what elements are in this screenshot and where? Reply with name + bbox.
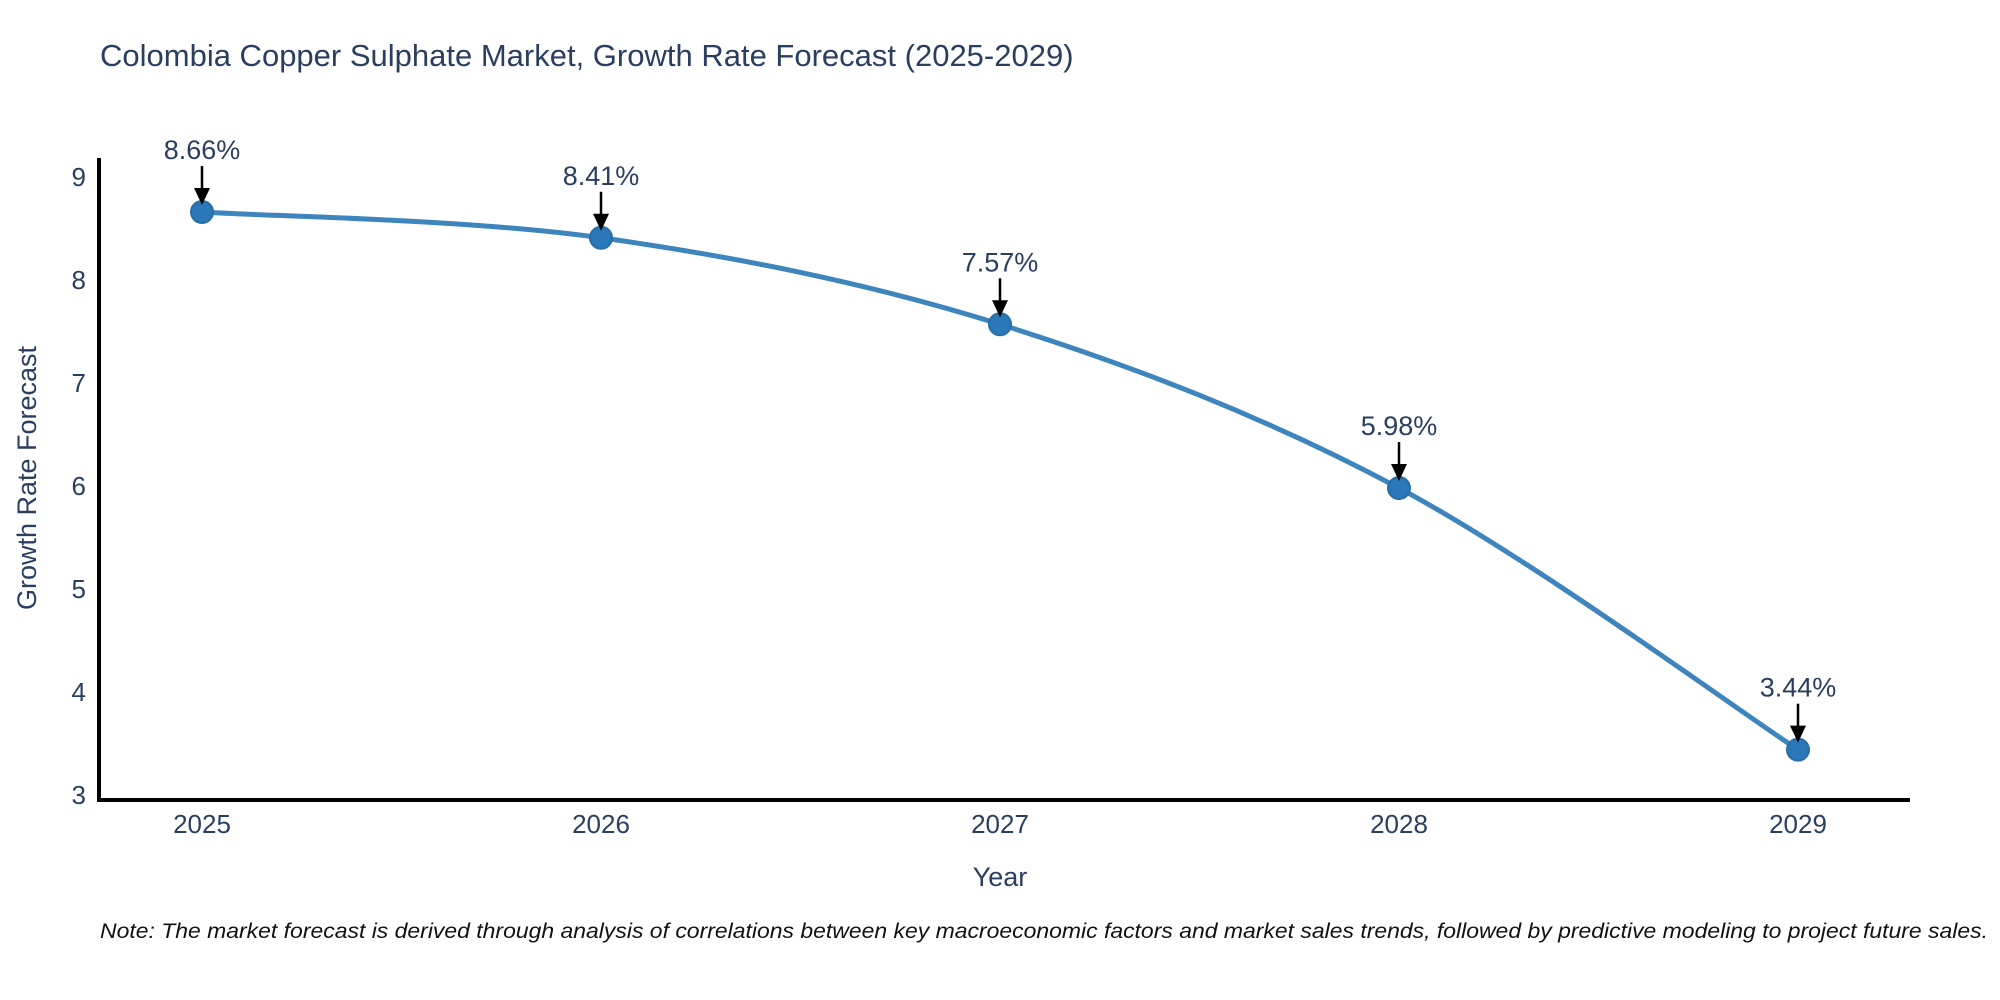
y-tick-label: 9 (72, 162, 86, 192)
annotation-arrowhead (593, 213, 609, 231)
data-point-label: 8.66% (164, 135, 241, 165)
x-axis-title: Year (973, 862, 1028, 892)
x-tick-label: 2026 (572, 809, 630, 839)
y-tick-label: 6 (72, 471, 86, 501)
annotation-arrowhead (1790, 725, 1806, 743)
annotation-arrowhead (194, 188, 210, 206)
plot-area: 3 4 5 6 7 8 9 2025 2026 2027 2028 2029 8.66% 8.41% 7.5… (72, 135, 1837, 839)
x-tick-label: 2028 (1370, 809, 1428, 839)
y-tick-label: 5 (72, 574, 86, 604)
y-tick-label: 8 (72, 265, 86, 295)
x-tick-label: 2025 (173, 809, 231, 839)
y-tick-label: 4 (72, 677, 86, 707)
x-tick-label: 2027 (971, 809, 1029, 839)
annotation-arrowhead (992, 300, 1008, 318)
chart-title: Colombia Copper Sulphate Market, Growth … (100, 38, 1074, 73)
footnote: Note: The market forecast is derived thr… (100, 920, 1988, 943)
data-point-label: 5.98% (1361, 411, 1438, 441)
y-axis-title: Growth Rate Forecast (12, 345, 42, 610)
data-point-label: 3.44% (1760, 673, 1837, 703)
x-tick-label: 2029 (1769, 809, 1827, 839)
y-tick-label: 3 (72, 780, 86, 810)
data-point-label: 7.57% (962, 247, 1039, 277)
y-tick-label: 7 (72, 368, 86, 398)
annotation-arrowhead (1391, 464, 1407, 482)
data-point-label: 8.41% (563, 161, 640, 191)
